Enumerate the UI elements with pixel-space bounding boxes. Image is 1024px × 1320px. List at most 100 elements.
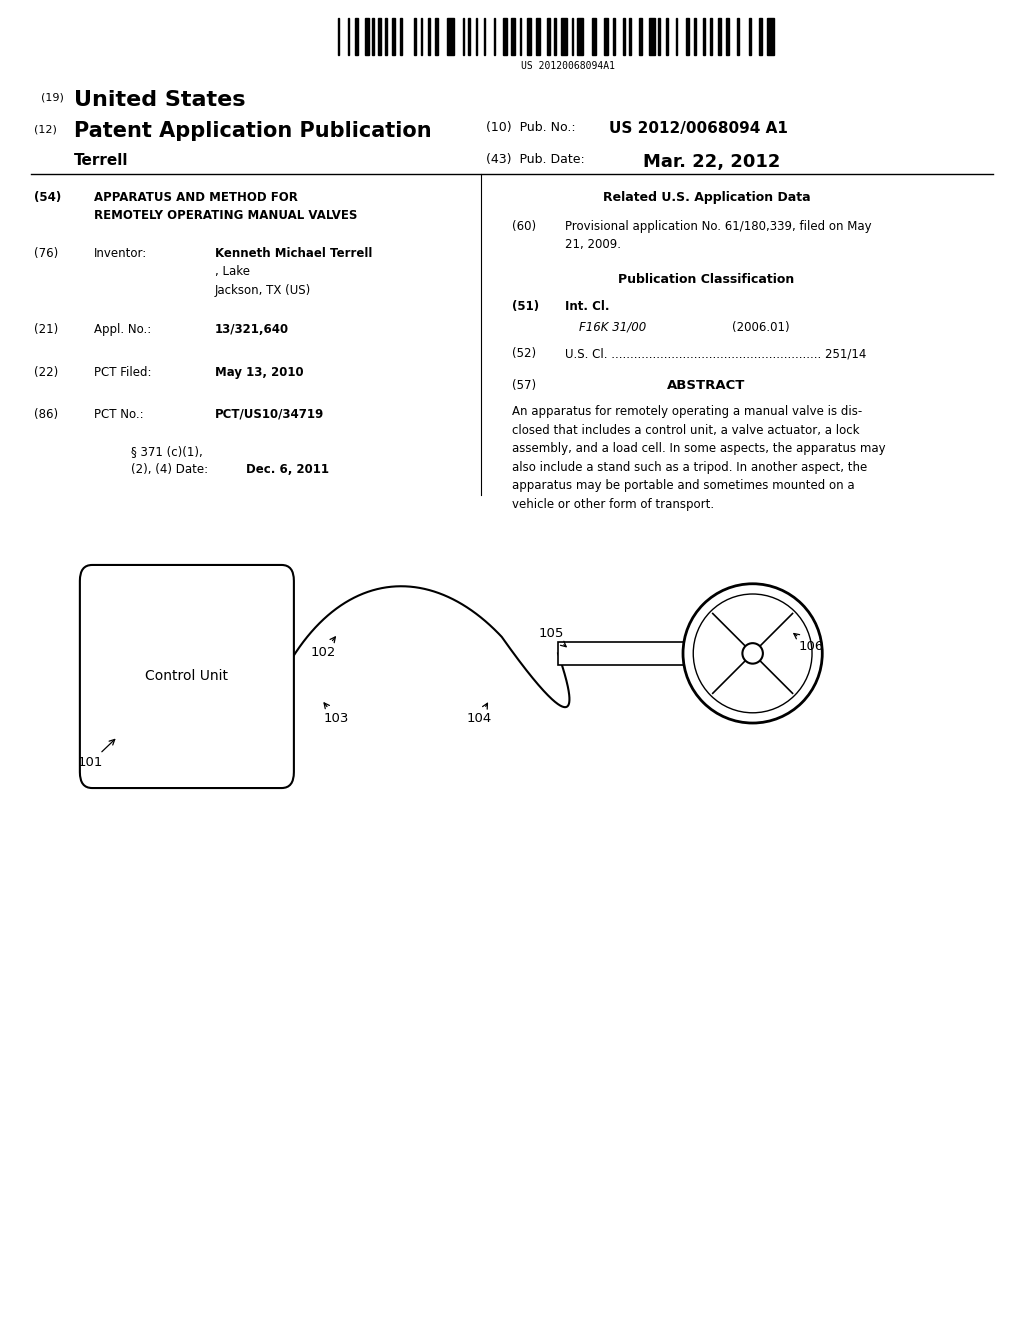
Text: (76): (76) [34, 247, 58, 260]
Bar [648, 18, 654, 55]
Bar [577, 18, 583, 55]
Bar [710, 18, 712, 55]
Ellipse shape [742, 643, 763, 664]
Text: Patent Application Publication: Patent Application Publication [74, 121, 431, 141]
Text: PCT/US10/34719: PCT/US10/34719 [215, 408, 325, 421]
Bar [476, 18, 477, 55]
Bar [666, 18, 668, 55]
Bar [373, 18, 374, 55]
Text: U.S. Cl. ........................................................ 251/14: U.S. Cl. ...............................… [565, 347, 866, 360]
Text: Inventor:: Inventor: [94, 247, 147, 260]
Text: May 13, 2010: May 13, 2010 [215, 366, 304, 379]
Text: Kenneth Michael Terrell: Kenneth Michael Terrell [215, 247, 373, 260]
Text: PCT No.:: PCT No.: [94, 408, 143, 421]
Text: PCT Filed:: PCT Filed: [94, 366, 152, 379]
Bar [658, 18, 659, 55]
Text: Provisional application No. 61/180,339, filed on May
21, 2009.: Provisional application No. 61/180,339, … [565, 220, 871, 251]
Bar [484, 18, 485, 55]
Bar [726, 18, 729, 55]
Bar [759, 18, 762, 55]
Bar [421, 18, 423, 55]
Bar [547, 18, 551, 55]
Text: Appl. No.:: Appl. No.: [94, 323, 152, 337]
Bar [629, 18, 631, 55]
Bar [685, 18, 688, 55]
Text: ABSTRACT: ABSTRACT [668, 379, 745, 392]
Bar [561, 18, 567, 55]
Bar [400, 18, 402, 55]
Text: Related U.S. Application Data: Related U.S. Application Data [603, 191, 810, 205]
Bar [415, 18, 416, 55]
Bar [511, 18, 515, 55]
Bar [603, 18, 607, 55]
Bar [537, 18, 541, 55]
Bar [435, 18, 438, 55]
Text: 106: 106 [794, 634, 823, 653]
Bar [520, 18, 521, 55]
Text: (2), (4) Date:: (2), (4) Date: [131, 463, 208, 477]
Bar [571, 18, 573, 55]
Text: 104: 104 [467, 704, 492, 725]
Text: Control Unit: Control Unit [145, 669, 228, 684]
Text: § 371 (c)(1),: § 371 (c)(1), [131, 445, 203, 458]
Text: (43)  Pub. Date:: (43) Pub. Date: [486, 153, 585, 166]
Bar [737, 18, 738, 55]
Bar [623, 18, 625, 55]
Bar [463, 18, 465, 55]
Bar [639, 18, 642, 55]
Text: Terrell: Terrell [74, 153, 128, 168]
Text: (21): (21) [34, 323, 58, 337]
Bar [749, 18, 751, 55]
Bar [355, 18, 358, 55]
Bar [494, 18, 496, 55]
Bar [718, 18, 721, 55]
Text: , Lake: , Lake [215, 265, 250, 279]
Bar [767, 18, 773, 55]
Bar [558, 642, 684, 665]
Bar [527, 18, 531, 55]
Bar [338, 18, 340, 55]
Bar [592, 18, 596, 55]
Text: APPARATUS AND METHOD FOR
REMOTELY OPERATING MANUAL VALVES: APPARATUS AND METHOD FOR REMOTELY OPERAT… [94, 191, 357, 222]
Ellipse shape [683, 583, 822, 723]
Text: US 20120068094A1: US 20120068094A1 [521, 61, 615, 71]
Bar [694, 18, 695, 55]
Text: US 2012/0068094 A1: US 2012/0068094 A1 [609, 121, 788, 136]
Text: Mar. 22, 2012: Mar. 22, 2012 [643, 153, 780, 172]
Text: (2006.01): (2006.01) [732, 321, 790, 334]
Bar [468, 18, 470, 55]
Bar [613, 18, 614, 55]
Bar [702, 18, 705, 55]
Text: (10)  Pub. No.:: (10) Pub. No.: [486, 121, 577, 135]
Text: (54): (54) [34, 191, 61, 205]
Bar [554, 18, 555, 55]
Text: United States: United States [74, 90, 245, 110]
Text: (57): (57) [512, 379, 537, 392]
Bar [385, 18, 387, 55]
Text: (60): (60) [512, 220, 537, 234]
Bar [392, 18, 395, 55]
Text: 13/321,640: 13/321,640 [215, 323, 289, 337]
Bar [447, 18, 454, 55]
Text: Dec. 6, 2011: Dec. 6, 2011 [246, 463, 329, 477]
FancyBboxPatch shape [80, 565, 294, 788]
Text: 103: 103 [324, 702, 348, 725]
Text: 102: 102 [311, 636, 336, 659]
Text: (12): (12) [34, 124, 56, 135]
Text: (86): (86) [34, 408, 58, 421]
Text: (51): (51) [512, 300, 539, 313]
Text: Jackson, TX (US): Jackson, TX (US) [215, 284, 311, 297]
Text: 101: 101 [78, 739, 115, 770]
Text: An apparatus for remotely operating a manual valve is dis-
closed that includes : An apparatus for remotely operating a ma… [512, 405, 886, 511]
Text: 105: 105 [539, 627, 566, 647]
Text: Int. Cl.: Int. Cl. [565, 300, 609, 313]
Text: F16K 31/00: F16K 31/00 [579, 321, 646, 334]
Text: (22): (22) [34, 366, 58, 379]
Bar [348, 18, 349, 55]
Bar [504, 18, 508, 55]
Bar [676, 18, 677, 55]
Bar [365, 18, 369, 55]
Text: (52): (52) [512, 347, 537, 360]
Bar [428, 18, 430, 55]
Text: (19): (19) [41, 92, 63, 103]
